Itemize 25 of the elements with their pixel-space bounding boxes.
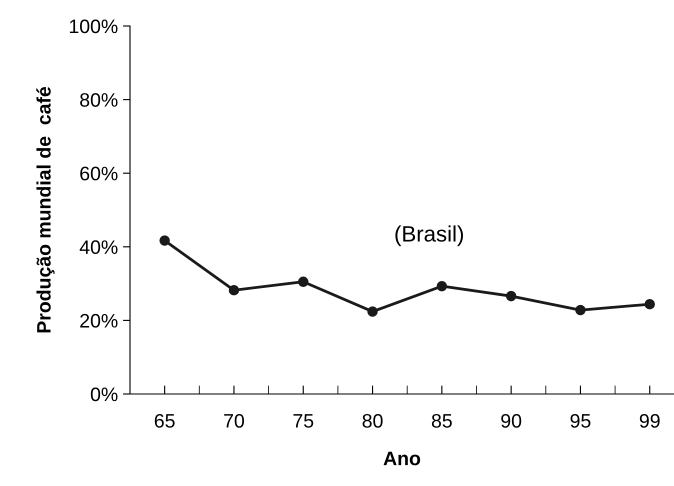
y-tick-label: 20% <box>80 314 118 328</box>
x-tick-label: 75 <box>293 414 314 428</box>
x-tick-label: 70 <box>224 414 244 428</box>
point <box>506 290 516 302</box>
y-tick-label: 40% <box>80 240 118 254</box>
x-tick-label: 90 <box>501 414 522 428</box>
x-tick-label: 95 <box>570 414 590 428</box>
point <box>228 285 240 296</box>
y-tick-label: 60% <box>80 166 118 180</box>
point <box>298 276 308 287</box>
y-tick-label: 0% <box>90 387 118 402</box>
y-axis-title: Produção mundial de café <box>36 86 55 332</box>
x-axis-title: Ano <box>384 452 420 466</box>
x-tick-label: 85 <box>432 414 452 428</box>
point <box>159 235 170 246</box>
x-tick-label: 99 <box>640 414 660 428</box>
point <box>575 304 586 316</box>
y-tick-label: 80% <box>80 93 118 107</box>
x-tick-label: 65 <box>154 414 175 428</box>
point <box>367 306 378 317</box>
y-tick-label: 100% <box>70 19 118 34</box>
point <box>644 299 655 310</box>
point <box>436 280 448 292</box>
x-tick-label: 80 <box>362 414 383 428</box>
annotation: (Brasil) <box>395 225 464 246</box>
